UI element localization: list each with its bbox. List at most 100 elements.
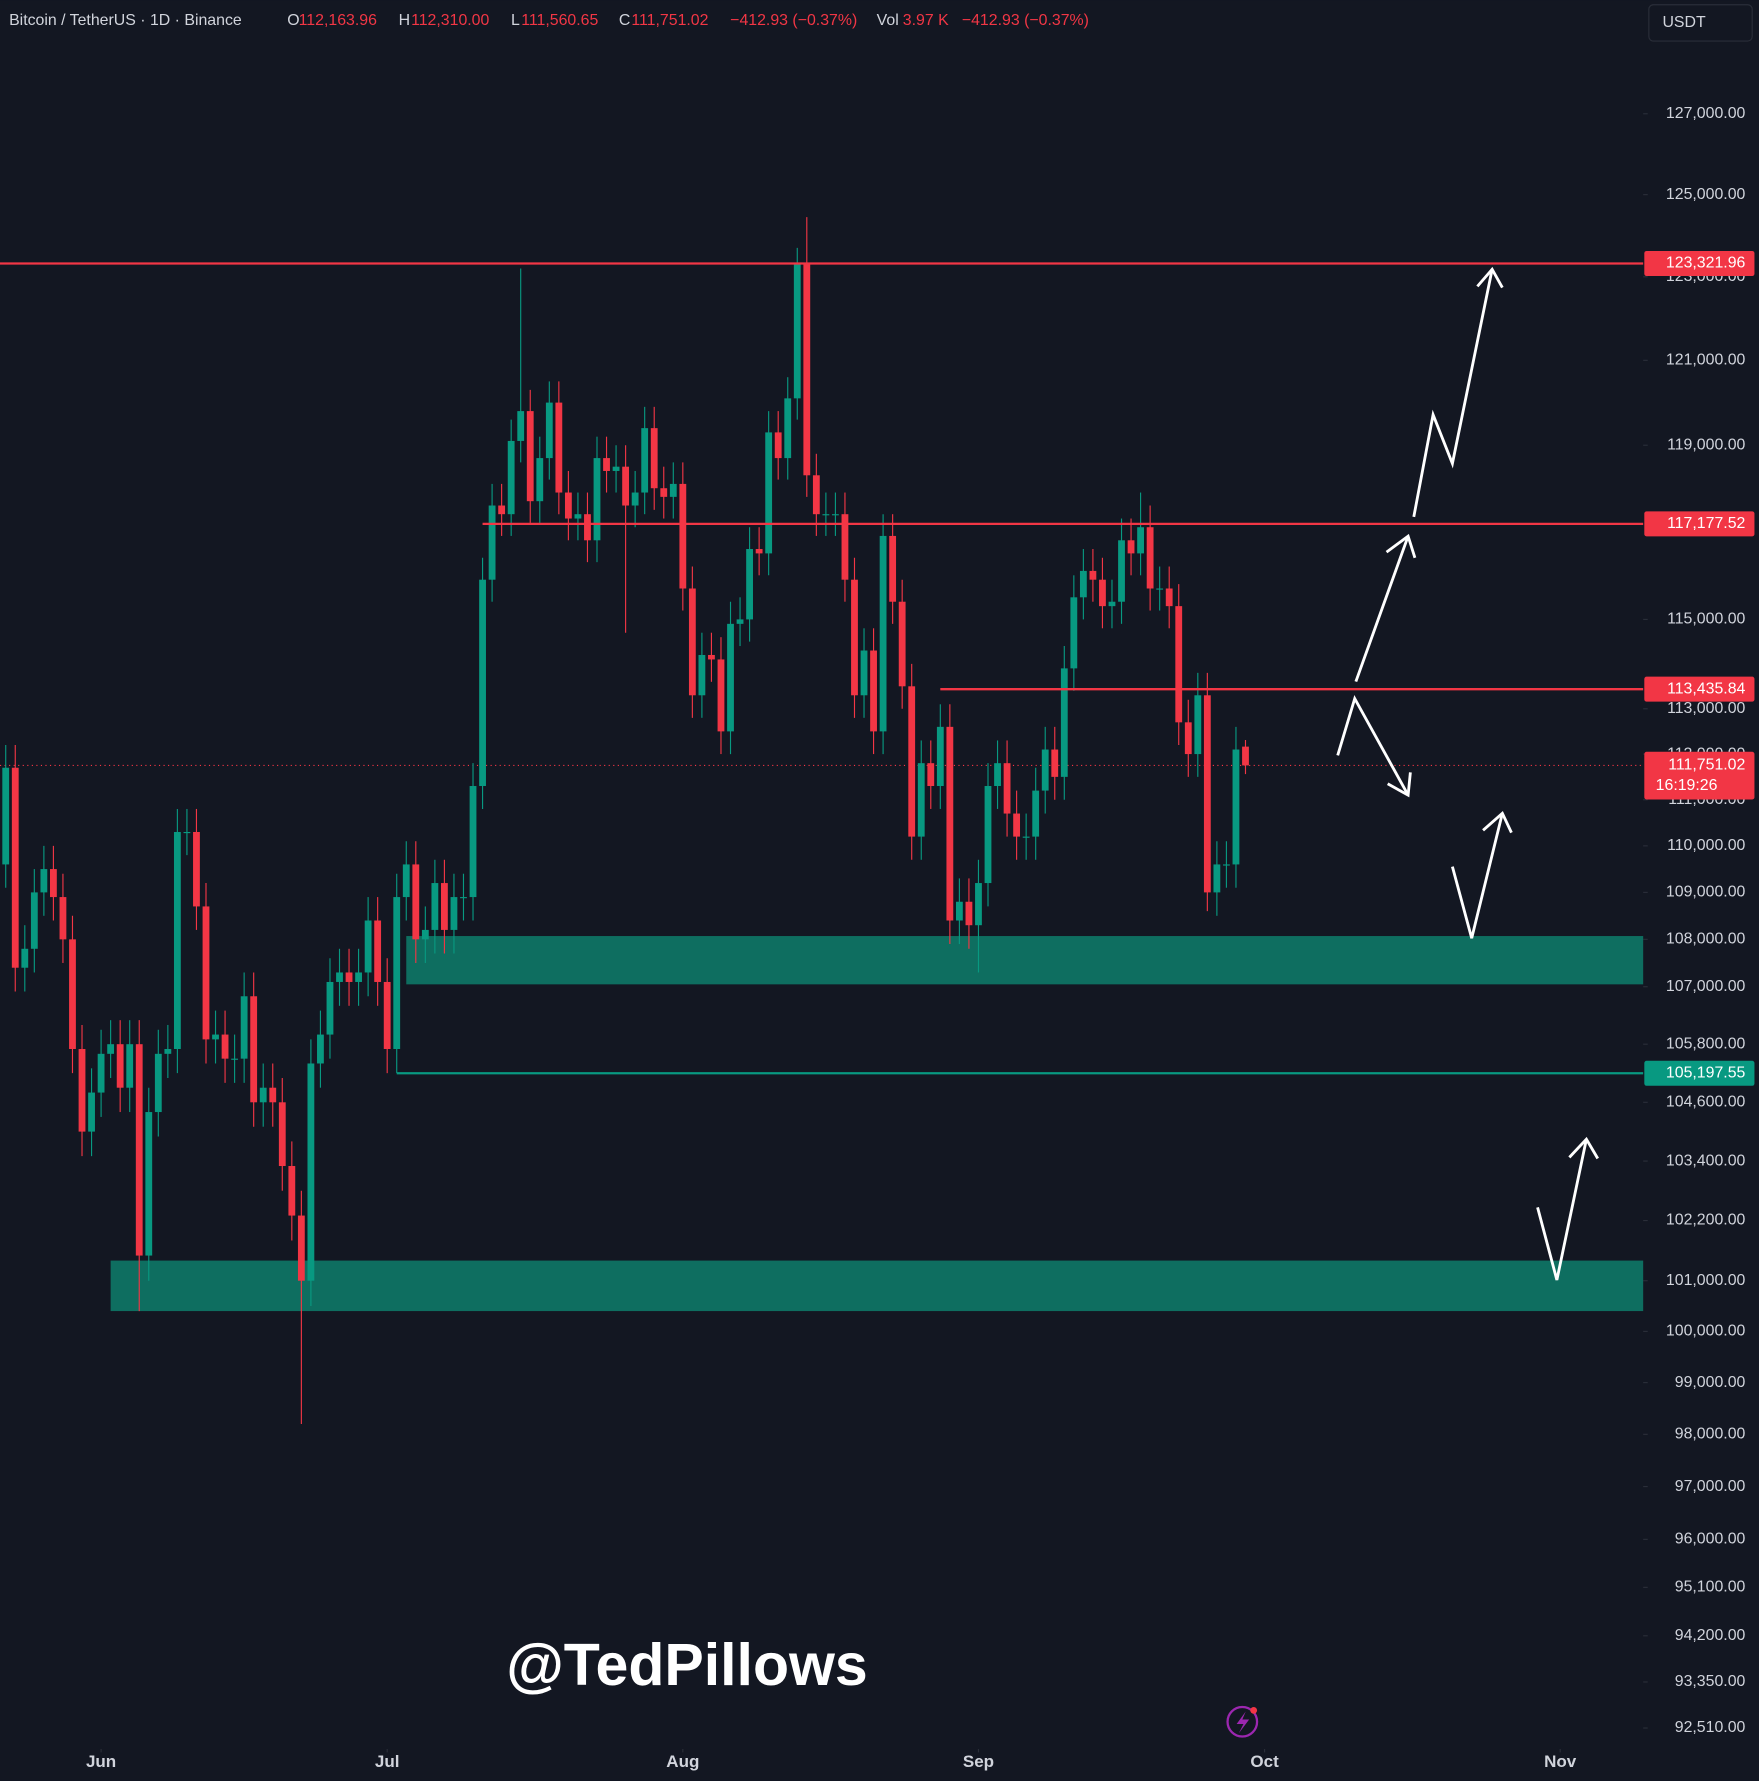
level-label: 113,435.84 bbox=[1667, 680, 1745, 697]
candle-body bbox=[1108, 601, 1116, 607]
x-tick-label: Sep bbox=[963, 1752, 994, 1771]
candle-body bbox=[612, 466, 620, 471]
candle-body bbox=[526, 411, 534, 502]
candle-body bbox=[1079, 570, 1087, 598]
candle-body bbox=[364, 920, 372, 973]
candle-body bbox=[1242, 746, 1249, 766]
arrow-head bbox=[1476, 266, 1504, 289]
candle-body bbox=[917, 763, 925, 837]
candle-body bbox=[97, 1053, 105, 1093]
candle-body bbox=[1156, 588, 1164, 590]
arrow-head bbox=[1568, 1136, 1599, 1160]
currency-button[interactable]: USDT bbox=[1648, 4, 1753, 42]
candle-body bbox=[622, 466, 630, 506]
candle-body bbox=[202, 906, 210, 1040]
candle-body bbox=[584, 514, 591, 541]
currency[interactable]: USDT bbox=[1662, 14, 1706, 31]
candle-body bbox=[574, 514, 582, 519]
y-tick-label: 108,000.00 bbox=[1666, 931, 1746, 948]
countdown: 16:19:26 bbox=[1656, 777, 1718, 794]
arrow bbox=[1354, 535, 1410, 683]
candle-body bbox=[40, 869, 48, 893]
candle-body bbox=[317, 1034, 324, 1064]
level-label-box bbox=[1644, 250, 1755, 276]
y-tick-label: 113,000.00 bbox=[1667, 700, 1745, 717]
candle-body bbox=[297, 1215, 305, 1281]
candle-body bbox=[593, 458, 601, 541]
candle-body bbox=[30, 892, 38, 949]
candle-body bbox=[641, 428, 649, 493]
candle-body bbox=[994, 763, 1001, 787]
y-tick-label: 119,000.00 bbox=[1667, 436, 1745, 453]
candle-body bbox=[774, 432, 782, 459]
ohlc-value: 111,751.02 bbox=[631, 12, 708, 29]
candle-body bbox=[116, 1044, 124, 1088]
y-tick-label: 92,510.00 bbox=[1675, 1719, 1746, 1736]
arrow-head bbox=[1482, 810, 1513, 834]
candle-body bbox=[421, 929, 429, 940]
zone bbox=[406, 936, 1644, 985]
candle-body bbox=[1032, 790, 1040, 837]
y-tick-label: 99,000.00 bbox=[1675, 1374, 1746, 1391]
candle-body bbox=[107, 1044, 115, 1054]
icon-dot[interactable] bbox=[1250, 1706, 1258, 1714]
candle-body bbox=[11, 767, 19, 968]
y-tick-label: 109,000.00 bbox=[1666, 884, 1746, 901]
candle-body bbox=[412, 864, 420, 940]
candle-body bbox=[946, 726, 954, 921]
candle-body bbox=[536, 458, 544, 502]
watermark: @TedPillows bbox=[506, 1632, 868, 1698]
change: −412.93 (−0.37%) bbox=[730, 12, 857, 29]
x-tick-label: Jun bbox=[86, 1752, 116, 1771]
candle-body bbox=[488, 505, 496, 580]
candle-body bbox=[1013, 813, 1021, 837]
arrow bbox=[1336, 694, 1410, 796]
candle-body bbox=[88, 1092, 95, 1132]
candle-body bbox=[660, 488, 668, 497]
candle-body bbox=[955, 901, 963, 921]
candle-body bbox=[870, 650, 877, 732]
candle-body bbox=[564, 492, 572, 519]
candle-body bbox=[1070, 597, 1078, 669]
candle-body bbox=[1232, 749, 1240, 865]
level-label-box bbox=[1644, 676, 1755, 702]
candle-body bbox=[2, 767, 10, 865]
candle-body bbox=[69, 939, 76, 1050]
icon-bolt[interactable] bbox=[1236, 1711, 1250, 1734]
candle-body bbox=[965, 901, 973, 926]
candle-body bbox=[240, 996, 248, 1059]
button-frame[interactable] bbox=[1648, 4, 1753, 42]
annotations bbox=[1336, 266, 1599, 1281]
y-tick-label: 107,000.00 bbox=[1666, 978, 1746, 995]
candle-body bbox=[278, 1102, 286, 1167]
candle-body bbox=[1165, 588, 1173, 607]
y-tick-label: 127,000.00 bbox=[1666, 105, 1746, 122]
candle-body bbox=[374, 920, 382, 982]
symbol: Bitcoin / TetherUS · 1D · Binance bbox=[9, 12, 242, 29]
candle-body bbox=[698, 654, 706, 696]
candle-body bbox=[164, 1049, 172, 1054]
level-label: 105,197.55 bbox=[1666, 1064, 1746, 1081]
candle-body bbox=[812, 475, 820, 515]
candle-body bbox=[1184, 722, 1192, 755]
candle-body bbox=[1203, 695, 1211, 893]
candle-body bbox=[231, 1058, 239, 1060]
candle-body bbox=[1213, 864, 1221, 893]
candle-body bbox=[498, 505, 506, 515]
y-tick-label: 97,000.00 bbox=[1675, 1478, 1746, 1495]
candle-body bbox=[154, 1053, 162, 1113]
candle-body bbox=[259, 1087, 267, 1103]
y-tick-label: 93,350.00 bbox=[1675, 1673, 1746, 1690]
candle-body bbox=[679, 483, 687, 589]
candle-body bbox=[860, 650, 868, 696]
candle-body bbox=[784, 398, 792, 459]
level-label-box bbox=[1644, 511, 1755, 537]
candle-body bbox=[49, 869, 57, 898]
candle-body bbox=[1041, 749, 1049, 791]
candle-body bbox=[927, 763, 935, 787]
candle-body bbox=[975, 883, 982, 926]
icon-ring[interactable] bbox=[1226, 1705, 1259, 1738]
app-icon[interactable] bbox=[1226, 1705, 1259, 1738]
